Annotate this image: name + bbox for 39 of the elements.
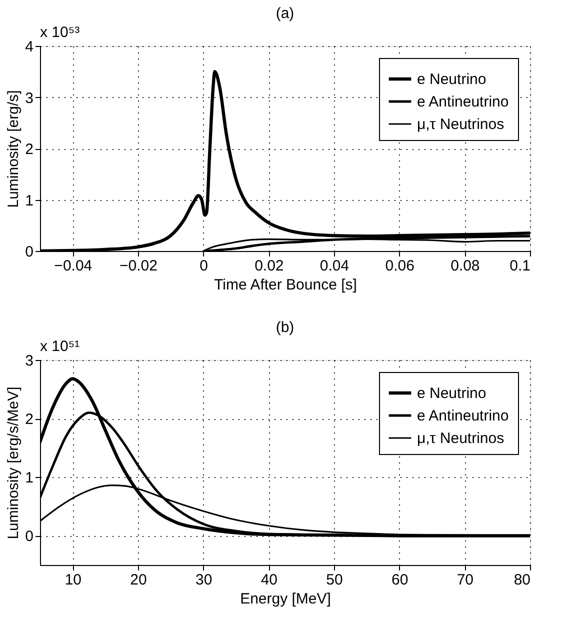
legend-label: e Neutrino — [417, 385, 486, 402]
x-tick-label: 60 — [391, 572, 408, 588]
x-tick-label: 0.02 — [254, 258, 284, 274]
y-tick-label: 3 — [25, 352, 34, 370]
x-tick-label: 30 — [195, 572, 212, 588]
x-tick-label: 0.04 — [320, 258, 350, 274]
x-tick-label: 70 — [456, 572, 474, 588]
y-axis-title: Luminosity [erg/s] — [5, 90, 22, 208]
x-tick-label: 0.08 — [450, 258, 480, 274]
legend-label: μ,τ Neutrinos — [417, 430, 504, 447]
y-tick-label: 2 — [25, 411, 34, 428]
y-tick-label: 3 — [25, 90, 34, 107]
x-axis-title: Energy [MeV] — [240, 590, 331, 608]
chart-title: (a) — [276, 5, 294, 22]
x-tick-label: 80 — [514, 572, 530, 588]
x-tick-label: 10 — [64, 572, 82, 588]
x-tick-label: 0.06 — [385, 258, 414, 274]
text: x 10⁵³ — [40, 24, 80, 41]
y-tick-label: 2 — [25, 141, 34, 158]
y-tick-label: 0 — [25, 528, 34, 546]
y-tick-label: 4 — [25, 38, 34, 56]
x-tick-label: −0.02 — [120, 258, 158, 274]
legend-label: μ,τ Neutrinos — [417, 116, 504, 133]
text: x 10⁵¹ — [40, 338, 80, 355]
x-tick-label: 50 — [326, 572, 343, 588]
y-tick-label: 1 — [25, 470, 34, 487]
x-tick-label: 0.1 — [510, 258, 530, 274]
y-axis-title: Luminosity [erg/s/MeV] — [5, 386, 22, 540]
chart-title: (b) — [276, 319, 294, 336]
x-tick-label: 20 — [130, 572, 147, 588]
x-tick-label: 0 — [200, 258, 208, 274]
legend-label: e Antineutrino — [417, 408, 509, 424]
x-tick-label: −0.04 — [54, 258, 92, 274]
y-tick-label: 1 — [25, 192, 34, 210]
x-tick-label: 40 — [260, 572, 278, 588]
x-axis-title: Time After Bounce [s] — [214, 276, 357, 294]
y-tick-label: 0 — [25, 244, 34, 260]
legend-label: e Antineutrino — [417, 94, 509, 110]
legend-label: e Neutrino — [417, 71, 486, 88]
